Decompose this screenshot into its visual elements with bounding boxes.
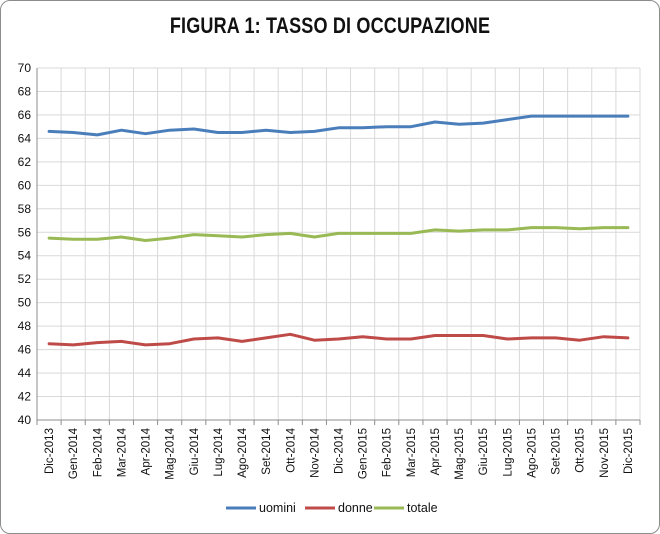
y-tick-label: 48: [18, 319, 32, 333]
series-line-totale: [47, 226, 630, 242]
x-tick-label: Dic-2013: [44, 428, 56, 474]
y-tick-label: 66: [18, 108, 32, 122]
y-tick-label: 56: [18, 225, 32, 239]
y-tick-label: 52: [18, 272, 32, 286]
x-tick-label: Lug-2015: [502, 428, 514, 477]
y-tick-label: 58: [18, 202, 32, 216]
x-tick-label: Ott-2014: [285, 427, 297, 472]
y-tick-label: 60: [18, 178, 32, 192]
x-tick-label: Ago-2014: [237, 427, 249, 477]
x-tick-label: Dic-2015: [623, 428, 635, 474]
x-tick-label: Giu-2014: [189, 427, 201, 475]
x-tick-label: Mag-2015: [454, 428, 466, 480]
x-tick-label: Set-2014: [261, 427, 273, 474]
x-tick-label: Nov-2015: [599, 428, 611, 478]
x-tick-label: Gen-2015: [358, 428, 370, 479]
series-line-donne: [47, 332, 630, 347]
y-tick-label: 46: [18, 343, 32, 357]
x-tick-label: Ago-2015: [526, 428, 538, 478]
legend-label-donne: donne: [338, 501, 373, 515]
legend-label-uomini: uomini: [259, 501, 296, 515]
x-tick-label: Feb-2014: [92, 427, 104, 477]
x-tick-label: Nov-2014: [309, 427, 321, 477]
x-tick-label: Mag-2014: [165, 427, 177, 479]
y-tick-label: 40: [18, 413, 32, 427]
chart-title: FIGURA 1: TASSO DI OCCUPAZIONE: [169, 13, 491, 38]
x-tick-label: Gen-2014: [68, 427, 80, 479]
x-tick-label: Ott-2015: [575, 428, 587, 473]
y-tick-label: 54: [18, 249, 32, 263]
x-tick-label: Apr-2014: [141, 427, 153, 475]
x-tick-label: Lug-2014: [213, 427, 225, 476]
x-tick-label: Dic-2014: [334, 427, 346, 474]
x-tick-label: Mar-2015: [406, 428, 418, 477]
y-tick-label: 42: [18, 390, 32, 404]
y-tick-label: 70: [18, 61, 32, 75]
x-tick-label: Feb-2015: [382, 428, 394, 477]
y-tick-label: 44: [18, 366, 32, 380]
legend-label-totale: totale: [407, 501, 438, 515]
y-tick-label: 68: [18, 84, 32, 98]
x-tick-label: Set-2015: [551, 428, 563, 475]
x-tick-label: Apr-2015: [430, 428, 442, 475]
y-tick-label: 62: [18, 155, 32, 169]
x-tick-label: Giu-2015: [478, 428, 490, 475]
x-tick-label: Mar-2014: [116, 427, 128, 477]
y-tick-label: 64: [18, 131, 32, 145]
series-line-uomini: [47, 114, 630, 137]
y-tick-label: 50: [18, 296, 32, 310]
